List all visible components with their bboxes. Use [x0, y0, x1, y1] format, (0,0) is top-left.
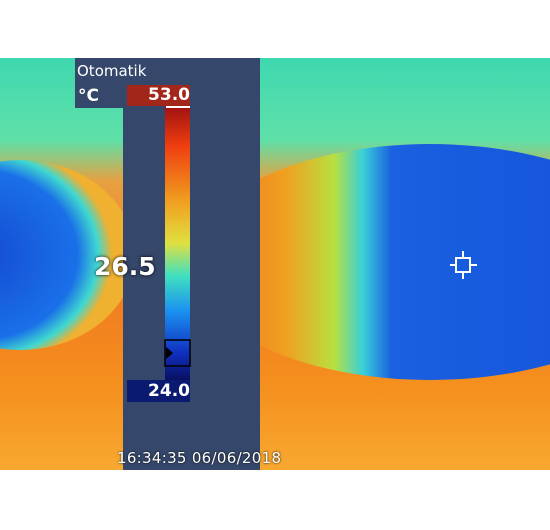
spot-temperature: 26.5: [94, 252, 156, 281]
scale-max: 53.0: [127, 85, 190, 106]
crosshair: [450, 251, 477, 279]
timestamp: 16:34:35 06/06/2018: [117, 449, 282, 467]
unit-label: °C: [78, 86, 99, 106]
mode-label: Otomatik: [77, 62, 147, 80]
scale-min: 24.0: [127, 380, 190, 402]
